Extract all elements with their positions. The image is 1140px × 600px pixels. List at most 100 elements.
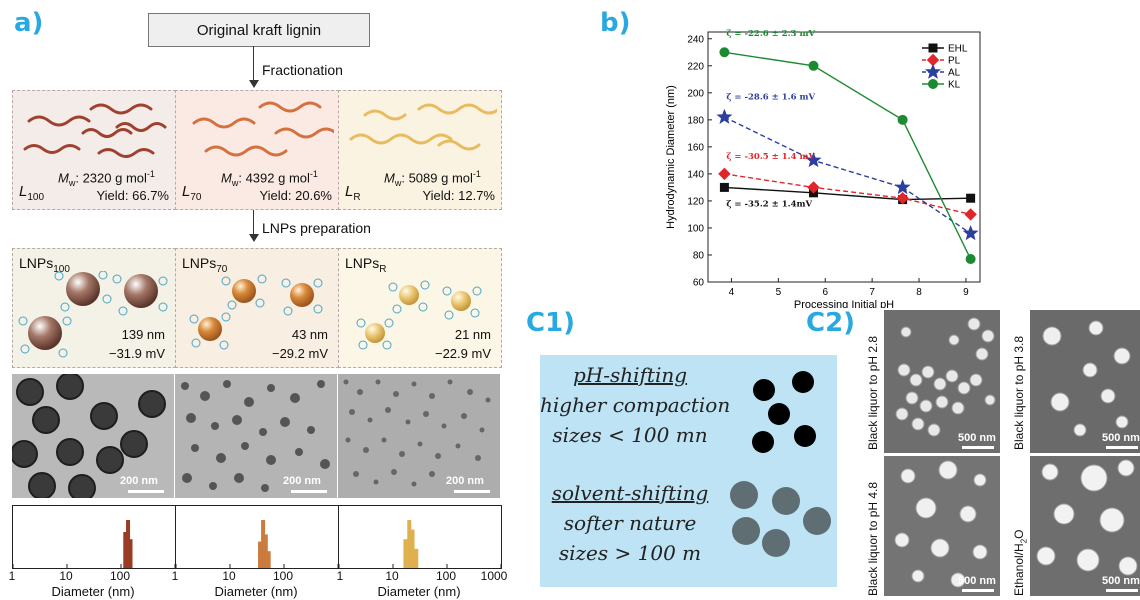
x-tick-label: 8	[916, 287, 922, 298]
lignin-chains-illustration	[192, 101, 334, 157]
fraction-yield: Yield: 66.7%	[96, 188, 169, 203]
legend-label: PL	[948, 56, 961, 67]
sem-particles	[884, 456, 1000, 596]
scale-bar	[962, 446, 994, 449]
histogram-bar	[123, 532, 128, 568]
fraction-box-l100: L100 Mw: 2320 g mol-1 Yield: 66.7%	[12, 90, 176, 210]
arrow-head	[249, 80, 259, 88]
large-particle-dot	[730, 481, 758, 509]
data-point	[964, 208, 977, 221]
scale-label: 500 nm	[958, 575, 996, 587]
zeta-annotation: ζ = -28.6 ± 1.6 mV	[726, 93, 815, 103]
scale-bar	[454, 490, 490, 493]
histogram-100	[12, 505, 176, 569]
y-tick-label: 140	[687, 169, 704, 180]
panel-label-c1: C1)	[526, 308, 576, 338]
sem-label-ph28: Black liquor to pH 2.8	[866, 335, 880, 450]
small-particle-dot	[752, 431, 774, 453]
histogram-bar	[258, 541, 263, 568]
panel-label-c2: C2)	[806, 308, 856, 338]
data-point	[896, 192, 909, 205]
x-tick-label: 7	[869, 287, 875, 298]
x-tick-label: 6	[822, 287, 828, 298]
c1-summary-box: pH-shifting higher compaction sizes < 10…	[540, 355, 837, 587]
histogram-plot	[175, 520, 339, 568]
c1-text-line: softer nature	[563, 511, 697, 535]
large-particle-dot	[762, 529, 790, 557]
data-point	[719, 182, 729, 192]
fraction-yield: Yield: 12.7%	[422, 188, 495, 203]
lnp-particles-illustration	[18, 271, 168, 358]
hist-tick: 10	[59, 569, 73, 583]
large-particle-dot	[772, 487, 800, 515]
large-particle-dot	[803, 507, 831, 535]
scale-label: 500 nm	[958, 432, 996, 444]
hist-tick: 100	[272, 569, 294, 583]
ph-shifting-heading: pH-shifting	[572, 363, 688, 387]
fraction-mw: Mw: 2320 g mol-1	[58, 169, 155, 188]
histogram-70	[175, 505, 339, 569]
histogram-plot	[12, 520, 176, 568]
lnp-name: LNPs70	[182, 255, 228, 275]
data-point	[894, 178, 911, 195]
data-point	[928, 79, 938, 89]
hist-tick: 10	[222, 569, 236, 583]
hist-tick: 1	[171, 569, 179, 583]
lignin-chains-illustration	[349, 103, 497, 151]
legend-label: AL	[948, 68, 961, 79]
y-tick-label: 200	[687, 88, 704, 99]
hydrodynamic-diameter-chart: 60 80 100 120 140 160 180 200 220 240 4 5 6 7 8 9 Proces…	[665, 29, 981, 308]
scale-label: 200 nm	[283, 475, 321, 487]
c1-text-line: sizes > 100 m	[558, 541, 702, 565]
solvent-shifting-heading: solvent-shifting	[551, 481, 709, 505]
original-lignin-box: Original kraft lignin	[148, 13, 370, 47]
lnp-particles-illustration	[356, 280, 482, 350]
lnp-zeta: −29.2 mV	[271, 346, 328, 361]
legend-label: KL	[948, 80, 961, 91]
series-line-ehl	[724, 186, 971, 201]
hist-tick: 10	[385, 569, 399, 583]
tem-image-r: 200 nm	[338, 374, 500, 498]
data-point	[924, 63, 942, 79]
histogram-bar	[403, 539, 408, 568]
data-point	[718, 167, 731, 181]
data-point	[962, 225, 979, 241]
lnp-name: LNPs100	[19, 255, 70, 275]
scale-label: 200 nm	[446, 475, 484, 487]
lnp-zeta: −22.9 mV	[434, 346, 491, 361]
hist-tick: 1	[336, 569, 344, 583]
scale-label: 500 nm	[1102, 575, 1140, 587]
y-tick-label: 100	[687, 223, 704, 234]
data-point	[965, 254, 976, 265]
histogram-r	[338, 505, 502, 569]
fractionation-label: Fractionation	[262, 62, 343, 78]
histogram-bar	[407, 520, 412, 568]
hist-axis-title: Diameter (nm)	[51, 584, 135, 599]
x-tick-label: 9	[963, 287, 969, 298]
lignin-chains-illustration	[23, 103, 167, 158]
arrow-line	[253, 210, 254, 236]
series-line-kl	[724, 51, 972, 260]
fraction-name: L100	[19, 183, 45, 203]
sem-label-ph48: Black liquor to pH 4.8	[866, 481, 880, 596]
small-particle-dot	[753, 379, 775, 401]
histogram-bar	[261, 520, 266, 568]
tem-particles	[343, 379, 491, 487]
zeta-annotation: ζ = -35.2 ± 1.4mV	[726, 199, 812, 209]
histogram-bar	[128, 539, 133, 568]
fraction-box-l70: L70 Mw: 4392 g mol-1 Yield: 20.6%	[175, 90, 339, 210]
zeta-annotation: ζ = -22.6 ± 2.3 mV	[726, 29, 815, 39]
sem-image-ph48: 500 nm	[884, 456, 1000, 596]
histogram-bar	[414, 548, 419, 568]
scale-bar	[962, 589, 994, 592]
sem-image-ethanol: 500 nm	[1030, 456, 1140, 596]
panel-label-a: a)	[14, 8, 44, 38]
histogram-bar	[266, 551, 271, 568]
sem-image-ph38: 500 nm	[1030, 310, 1140, 453]
sem-label-ethanol: Ethanol/H2O	[1012, 529, 1029, 597]
lnp-zeta: −31.9 mV	[108, 346, 165, 361]
hist-tick: 1	[8, 569, 16, 583]
tem-image-100: 200 nm	[12, 374, 174, 498]
tem-particles	[181, 380, 330, 492]
fraction-box-lr: LR Mw: 5089 g mol-1 Yield: 12.7%	[338, 90, 502, 210]
